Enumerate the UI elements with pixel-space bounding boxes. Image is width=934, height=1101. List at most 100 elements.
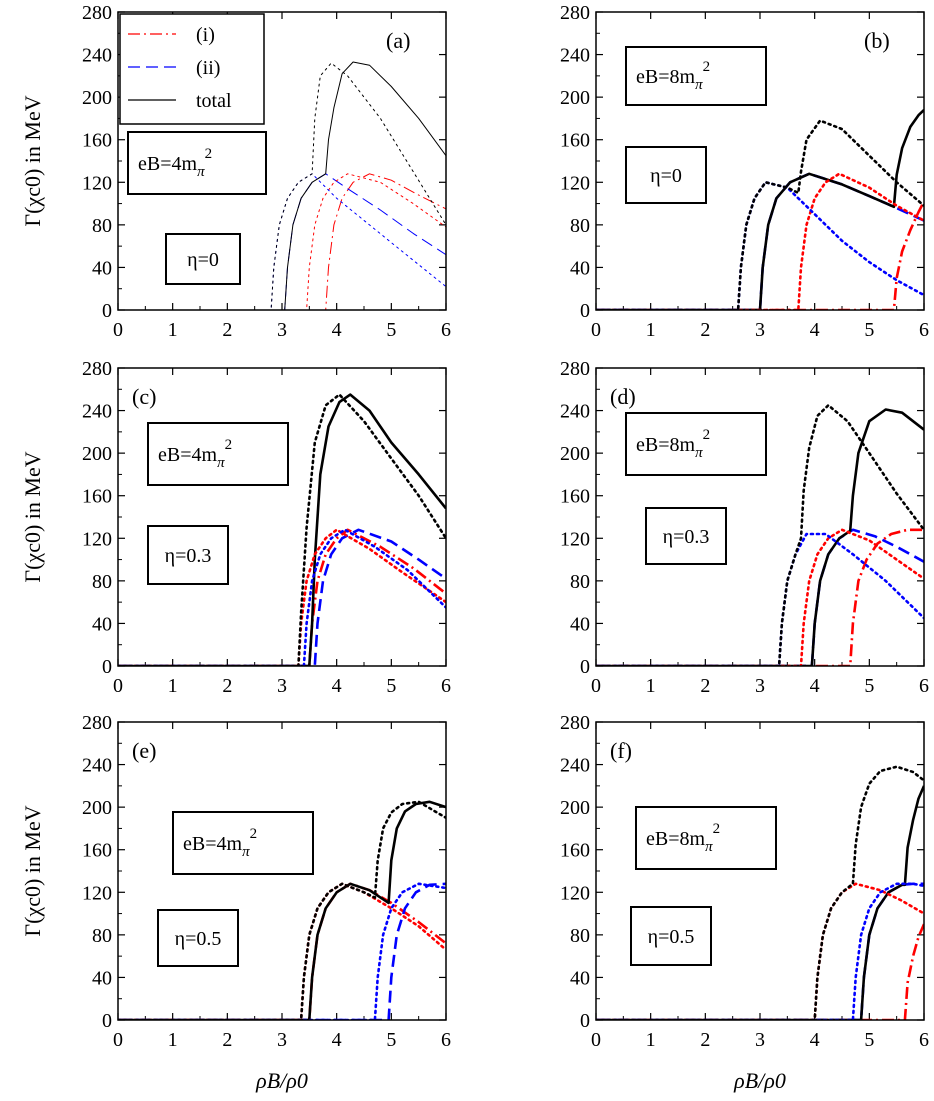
series-line bbox=[596, 785, 924, 1020]
chart-panel: 0 1 2 3 4 5 6 0 40 80 120 160 200 240 280 (f) eB=8mπ2 η=0… bbox=[560, 712, 929, 1051]
y-tick-label: 240 bbox=[82, 755, 112, 777]
annotation-frame bbox=[625, 146, 707, 204]
y-tick-label: 120 bbox=[82, 882, 112, 904]
x-tick-label: 3 bbox=[755, 1029, 765, 1051]
x-tick-label: 2 bbox=[700, 675, 710, 697]
y-tick-label: 240 bbox=[82, 401, 112, 423]
eB-annotation-box: eB=4mπ2 bbox=[147, 422, 289, 486]
x-tick-label: 0 bbox=[591, 1029, 601, 1051]
legend: (i) (ii) total bbox=[119, 13, 265, 125]
series-line bbox=[118, 61, 446, 310]
annotation-frame bbox=[625, 46, 767, 106]
eB-annotation-box: eB=4mπ2 bbox=[127, 131, 267, 195]
eta-annotation-text: η=0 bbox=[650, 165, 682, 187]
series-line bbox=[596, 403, 924, 666]
y-tick-label: 200 bbox=[560, 87, 590, 109]
y-tick-label: 120 bbox=[560, 172, 590, 194]
x-tick-label: 5 bbox=[386, 1029, 396, 1051]
y-tick-label: 80 bbox=[570, 215, 590, 237]
x-axis-title: ρB/ρ0 bbox=[733, 1068, 786, 1093]
eta-annotation-text: η=0.3 bbox=[165, 545, 212, 567]
y-axis-title: Γ(χc0) in MeV bbox=[20, 805, 45, 936]
annotation-frame bbox=[147, 422, 289, 486]
legend-label: (ii) bbox=[196, 57, 220, 79]
series-line bbox=[596, 923, 924, 1020]
annotation-frame bbox=[172, 811, 314, 875]
x-tick-label: 5 bbox=[386, 675, 396, 697]
x-tick-label: 6 bbox=[919, 1029, 929, 1051]
plot-frame bbox=[595, 721, 925, 1021]
y-tick-label: 280 bbox=[560, 358, 590, 380]
series-line bbox=[596, 172, 924, 310]
y-tick-label: 40 bbox=[570, 967, 590, 989]
y-tick-label: 200 bbox=[82, 87, 112, 109]
series-group bbox=[596, 765, 924, 1020]
eta-annotation-text: η=0.5 bbox=[648, 926, 695, 948]
x-tick-label: 0 bbox=[591, 675, 601, 697]
y-tick-label: 80 bbox=[92, 215, 112, 237]
x-tick-label: 5 bbox=[864, 1029, 874, 1051]
y-tick-label: 80 bbox=[92, 925, 112, 947]
panel-label: (e) bbox=[132, 738, 156, 763]
series-line bbox=[118, 528, 446, 666]
annotation-frame bbox=[625, 412, 767, 476]
x-tick-label: 1 bbox=[646, 675, 656, 697]
series-line bbox=[118, 800, 446, 1020]
x-tick-label: 3 bbox=[277, 1029, 287, 1051]
series-group bbox=[118, 393, 446, 666]
y-tick-label: 200 bbox=[560, 443, 590, 465]
eta-annotation-box: η=0 bbox=[165, 233, 241, 285]
plot-frame bbox=[117, 367, 447, 667]
plot-frame bbox=[117, 11, 447, 311]
eta-annotation-text: η=0.3 bbox=[663, 526, 710, 548]
x-tick-label: 1 bbox=[646, 319, 656, 341]
annotation-frame bbox=[165, 233, 241, 285]
panel-label: (f) bbox=[610, 738, 632, 763]
x-tick-label: 2 bbox=[222, 319, 232, 341]
series-line bbox=[118, 393, 446, 666]
eta-annotation-box: η=0.5 bbox=[157, 909, 239, 967]
series-line bbox=[118, 528, 446, 666]
y-tick-label: 160 bbox=[560, 840, 590, 862]
x-tick-label: 3 bbox=[277, 675, 287, 697]
series-line bbox=[118, 173, 446, 310]
x-tick-label: 4 bbox=[810, 675, 820, 697]
y-tick-label: 280 bbox=[82, 712, 112, 734]
annotation-frame bbox=[147, 525, 229, 585]
y-tick-label: 280 bbox=[560, 2, 590, 24]
y-tick-label: 120 bbox=[560, 528, 590, 550]
panel-label: (d) bbox=[610, 384, 636, 409]
y-tick-label: 160 bbox=[82, 840, 112, 862]
series-line bbox=[118, 393, 446, 666]
y-tick-label: 40 bbox=[92, 257, 112, 279]
eB-annotation-box: eB=8mπ2 bbox=[635, 806, 777, 870]
x-tick-label: 3 bbox=[277, 319, 287, 341]
x-tick-label: 6 bbox=[919, 675, 929, 697]
x-tick-label: 3 bbox=[755, 675, 765, 697]
series-line bbox=[596, 528, 924, 666]
series-line bbox=[118, 528, 446, 666]
panel-label: (b) bbox=[864, 28, 890, 53]
y-tick-label: 280 bbox=[82, 358, 112, 380]
y-tick-label: 0 bbox=[102, 300, 112, 322]
y-tick-label: 0 bbox=[580, 1010, 590, 1032]
y-tick-label: 200 bbox=[560, 797, 590, 819]
y-tick-label: 80 bbox=[92, 571, 112, 593]
eta-annotation-text: η=0 bbox=[187, 249, 219, 271]
y-tick-label: 240 bbox=[560, 401, 590, 423]
series-line bbox=[596, 200, 924, 310]
legend-label: total bbox=[196, 90, 232, 112]
y-tick-label: 280 bbox=[560, 712, 590, 734]
legend-frame bbox=[119, 13, 265, 125]
y-tick-label: 40 bbox=[92, 613, 112, 635]
plot-frame bbox=[117, 721, 447, 1021]
x-tick-label: 2 bbox=[222, 675, 232, 697]
eta-annotation-box: η=0.3 bbox=[645, 507, 727, 565]
y-tick-label: 240 bbox=[82, 45, 112, 67]
x-tick-label: 4 bbox=[332, 319, 342, 341]
panel-label: (a) bbox=[386, 28, 410, 53]
x-tick-label: 6 bbox=[441, 1029, 451, 1051]
eta-annotation-box: η=0.5 bbox=[630, 906, 712, 966]
plot-frame bbox=[595, 11, 925, 311]
x-tick-label: 5 bbox=[386, 319, 396, 341]
